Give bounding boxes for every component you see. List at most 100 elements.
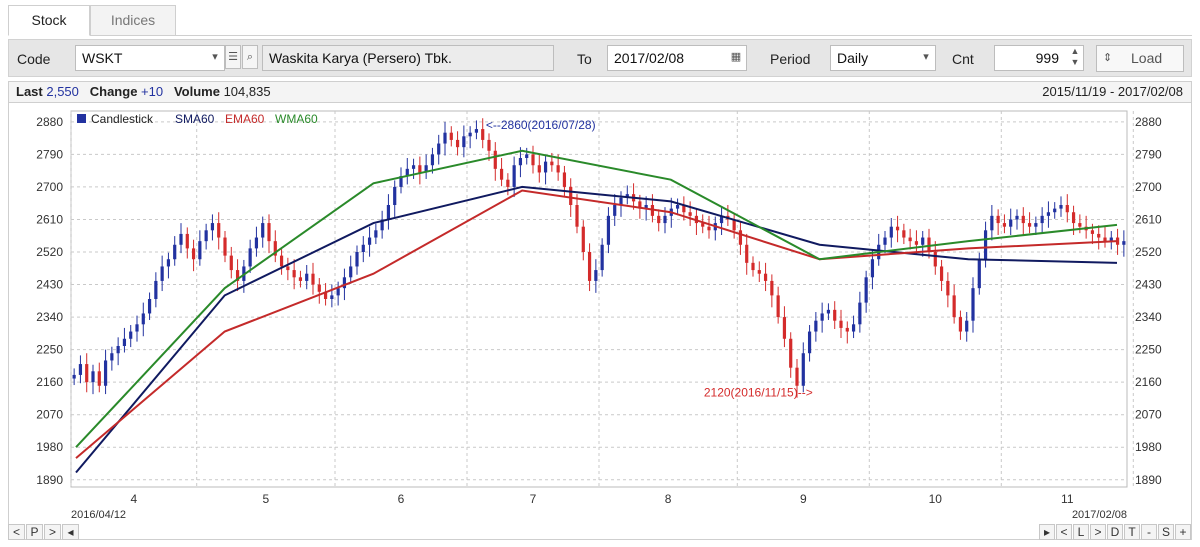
y-tick-label-left: 2880 (36, 115, 63, 129)
y-tick-label-left: 2790 (36, 147, 63, 161)
zoom-prev-button[interactable]: < (1056, 524, 1072, 540)
candle-body (927, 237, 931, 252)
candle-body (116, 346, 120, 354)
L-button[interactable]: L (1073, 524, 1089, 540)
ema60-line (75, 189, 1118, 459)
candle-body (902, 230, 906, 238)
y-tick-label-left: 2340 (36, 310, 63, 324)
candle-body (801, 353, 805, 386)
candle-body (952, 295, 956, 318)
candle-body (600, 244, 604, 271)
last-label: Last (16, 84, 43, 99)
S-button[interactable]: S (1158, 524, 1174, 540)
minus-button[interactable]: - (1141, 524, 1157, 540)
candle-body (537, 165, 541, 173)
search-icon[interactable]: ⌕ (242, 45, 258, 69)
candle-body (814, 320, 818, 332)
price-chart[interactable]: 2880 2880 2790 2790 2700 2700 2610 2610 2520 2520… (9, 103, 1193, 523)
x-month-label: 11 (1061, 492, 1074, 506)
candle-body (374, 230, 378, 238)
x-month-label: 7 (530, 492, 537, 506)
candle-body (223, 237, 227, 256)
candle-body (462, 136, 466, 148)
candle-body (317, 284, 321, 292)
y-tick-label-right: 1980 (1135, 440, 1162, 454)
y-tick-label-right: 2430 (1135, 278, 1162, 292)
plus-button[interactable]: + (1175, 524, 1191, 540)
zoom-next-button[interactable]: > (1090, 524, 1106, 540)
candle-body (443, 132, 447, 144)
code-input[interactable]: WSKT (75, 45, 225, 71)
candle-body (770, 280, 774, 296)
scroll-left-button[interactable]: < (8, 524, 25, 540)
chevron-down-icon[interactable]: ▾ (923, 51, 929, 63)
candle-body (154, 280, 158, 299)
candle-body (833, 309, 837, 321)
candle-body (110, 353, 114, 361)
candle-body (990, 215, 994, 231)
period-select[interactable]: Daily (830, 45, 936, 71)
candle-body (286, 266, 290, 271)
candle-body (1034, 223, 1038, 227)
x-month-label: 5 (263, 492, 270, 506)
change-label: Change (89, 84, 138, 99)
candle-body (122, 338, 127, 346)
candle-body (996, 215, 1000, 224)
candle-body (1097, 233, 1101, 238)
candle-body (355, 252, 359, 267)
calendar-icon[interactable]: ▦ (730, 51, 742, 63)
chevron-down-icon[interactable]: ▾ (212, 51, 218, 63)
candle-body (1021, 215, 1025, 224)
step-forward-button[interactable]: ▸ (1039, 524, 1055, 540)
candle-body (732, 219, 736, 231)
scroll-right-button[interactable]: > (44, 524, 61, 540)
y-tick-label-left: 2610 (36, 212, 63, 226)
candle-body (531, 154, 535, 166)
D-button[interactable]: D (1107, 524, 1123, 540)
candle-body (261, 223, 265, 238)
annotation-high: <--2860(2016/07/28) (486, 118, 596, 132)
change-value: +10 (141, 84, 164, 99)
candle-body (405, 168, 409, 177)
candle-body (254, 237, 259, 249)
candle-body (248, 248, 252, 267)
candle-body (367, 237, 372, 245)
candle-body (738, 230, 743, 245)
spinner-icon[interactable]: ▲ ▼ (1070, 46, 1080, 67)
date-range: 2015/11/19 - 2017/02/08 (1042, 84, 1183, 99)
candle-body (185, 233, 189, 249)
cnt-input[interactable]: 999 (994, 45, 1084, 71)
x-month-label: 10 (929, 492, 943, 506)
candle-body (638, 201, 642, 209)
candle-body (908, 237, 912, 242)
candle-body (418, 165, 422, 173)
candle-body (776, 295, 780, 318)
step-back-button[interactable]: ◂ (62, 524, 79, 540)
candle-body (342, 277, 347, 289)
page-button[interactable]: P (26, 524, 43, 540)
candle-body (606, 215, 611, 245)
candle-body (707, 226, 711, 231)
tab-indices[interactable]: Indices (90, 5, 176, 36)
to-date-input[interactable]: 2017/02/08 (607, 45, 747, 71)
candle-body (543, 161, 548, 173)
end-date-label: 2017/02/08 (1072, 509, 1127, 521)
annotation-low: 2120(2016/11/15)--> (704, 386, 813, 400)
candle-body (946, 280, 950, 296)
chart-area[interactable]: 2880 2880 2790 2790 2700 2700 2610 2610 2520 2520… (8, 103, 1193, 540)
list-icon[interactable]: ☰ (225, 45, 241, 69)
period-label: Period (770, 51, 811, 67)
candle-body (386, 205, 391, 220)
T-button[interactable]: T (1124, 524, 1140, 540)
candle-body (625, 194, 629, 198)
candle-body (839, 320, 843, 328)
candle-body (1090, 230, 1095, 234)
code-label: Code (17, 51, 51, 67)
last-value: 2,550 (46, 84, 79, 99)
load-button[interactable]: ⇕ Load (1096, 45, 1184, 72)
candle-body (468, 132, 472, 137)
candle-body (613, 205, 617, 216)
tab-stock[interactable]: Stock (8, 5, 90, 36)
candle-body (103, 360, 108, 386)
candle-body (719, 215, 724, 224)
